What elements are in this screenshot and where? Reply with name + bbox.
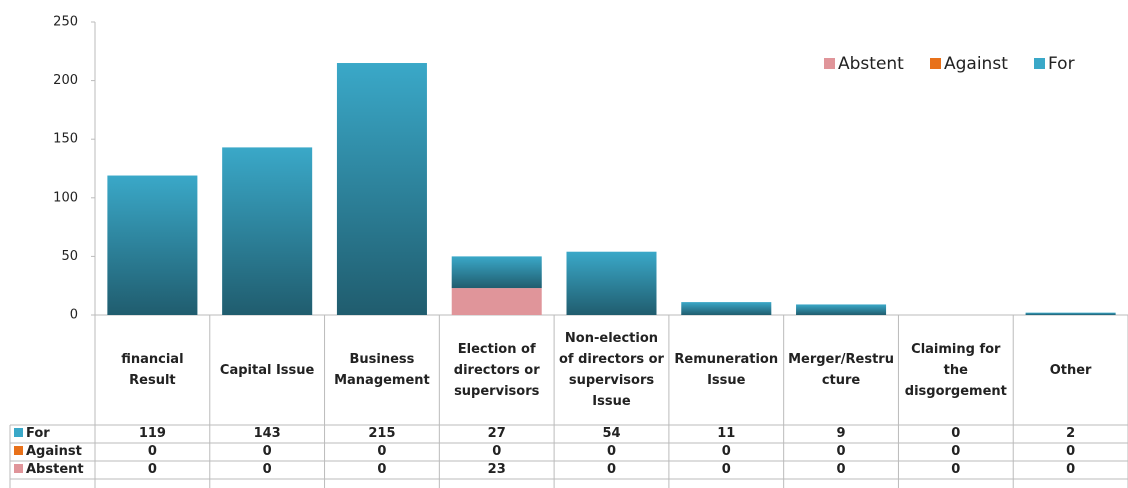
category-label: Business Management bbox=[334, 352, 430, 388]
table-cell: 23 bbox=[487, 462, 506, 477]
legend-item: Against bbox=[926, 54, 1008, 74]
table-cell: 0 bbox=[951, 444, 961, 459]
table-cell: 0 bbox=[262, 462, 272, 477]
table-cell: 0 bbox=[951, 462, 961, 477]
legend-item: For bbox=[1030, 54, 1075, 74]
bar bbox=[451, 288, 542, 315]
category-label: Other bbox=[1049, 362, 1092, 378]
table-row-name: For bbox=[26, 426, 50, 441]
legend-swatch bbox=[824, 58, 835, 69]
bar-shade bbox=[1025, 312, 1116, 315]
table-row-label: Abstent bbox=[10, 461, 95, 479]
y-tick-label: 100 bbox=[53, 190, 78, 205]
table-cell: 27 bbox=[487, 426, 506, 441]
table-cell: 54 bbox=[602, 426, 621, 441]
bar-shade bbox=[222, 147, 313, 315]
table-cell: 0 bbox=[951, 426, 961, 441]
table-cell: 143 bbox=[253, 426, 281, 441]
table-cell: 0 bbox=[147, 462, 157, 477]
table-cell: 0 bbox=[836, 444, 846, 459]
legend-swatch bbox=[1034, 58, 1045, 69]
table-row-name: Abstent bbox=[26, 462, 84, 477]
bar-shade bbox=[336, 63, 427, 315]
table-cell: 0 bbox=[492, 444, 502, 459]
category-label: Capital Issue bbox=[219, 362, 315, 378]
table-cell: 11 bbox=[717, 426, 736, 441]
legend-swatch bbox=[14, 464, 23, 473]
table-cell: 0 bbox=[377, 444, 387, 459]
legend-label: Abstent bbox=[838, 54, 904, 74]
table-cell: 0 bbox=[606, 462, 617, 477]
category-label: Election of directors or supervisors bbox=[453, 341, 540, 399]
table-cell: 215 bbox=[368, 426, 396, 441]
y-tick-label: 50 bbox=[61, 249, 78, 264]
legend-swatch bbox=[14, 428, 23, 437]
table-cell: 0 bbox=[147, 444, 157, 459]
table-cell: 0 bbox=[1066, 462, 1076, 477]
bar-shade bbox=[451, 256, 542, 289]
table-cell: 0 bbox=[1066, 444, 1076, 459]
table-cell: 2 bbox=[1066, 426, 1076, 441]
table-row-label: For bbox=[10, 425, 95, 443]
legend-item: Abstent bbox=[820, 54, 904, 74]
category-label: Non-election of directors or supervisors… bbox=[559, 331, 664, 409]
category-label: Merger/Restructure bbox=[788, 352, 894, 388]
legend-swatch bbox=[14, 446, 23, 455]
table-cell: 9 bbox=[836, 426, 846, 441]
bar-shade bbox=[566, 251, 657, 315]
table-cell: 0 bbox=[606, 444, 617, 459]
y-tick-label: 200 bbox=[53, 73, 78, 88]
table-cell: 0 bbox=[262, 444, 272, 459]
table-cell: 119 bbox=[138, 426, 166, 441]
table-cell: 0 bbox=[721, 444, 731, 459]
category-label: financial Result bbox=[121, 352, 184, 388]
category-label: Claiming for the disgorgement bbox=[904, 341, 1007, 399]
bar-shade bbox=[107, 175, 198, 315]
bar-shade bbox=[796, 304, 887, 315]
category-label: Remuneration Issue bbox=[674, 352, 779, 388]
table-cell: 0 bbox=[836, 462, 846, 477]
legend-label: For bbox=[1048, 54, 1075, 74]
y-tick-label: 0 bbox=[70, 308, 78, 323]
bar-shade bbox=[681, 302, 772, 315]
table-row-name: Against bbox=[26, 444, 82, 459]
table-cell: 0 bbox=[377, 462, 387, 477]
table-cell: 0 bbox=[721, 462, 731, 477]
y-tick-label: 150 bbox=[53, 132, 78, 147]
legend-swatch bbox=[930, 58, 941, 69]
table-row-label: Against bbox=[10, 443, 95, 461]
y-tick-label: 250 bbox=[53, 15, 78, 30]
legend-label: Against bbox=[944, 54, 1008, 74]
